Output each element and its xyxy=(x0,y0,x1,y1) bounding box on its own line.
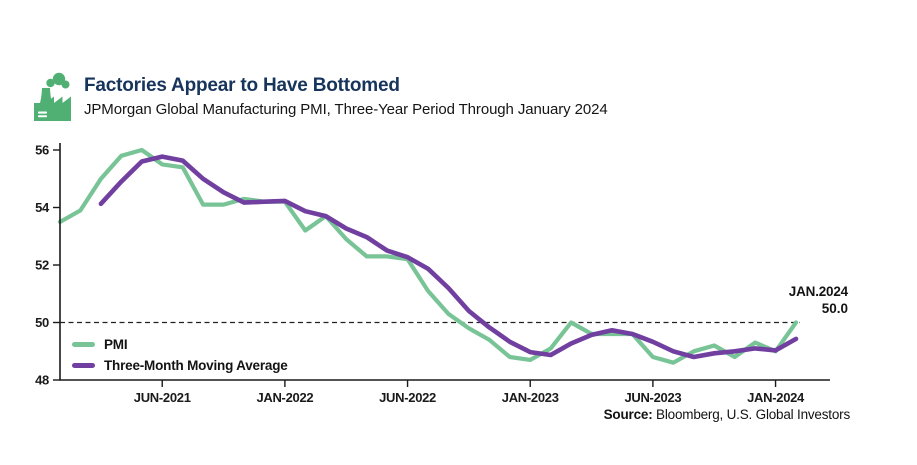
x-tick-label: JUN-2022 xyxy=(379,390,436,405)
x-tick-label: JAN-2022 xyxy=(256,390,313,405)
x-tick-label: JAN-2024 xyxy=(747,390,805,405)
chart-legend: PMI Three-Month Moving Average xyxy=(72,334,288,376)
pmi-line-swatch xyxy=(72,342,95,347)
legend-label-pmi: PMI xyxy=(104,337,128,352)
x-tick-label: JUN-2023 xyxy=(624,390,681,405)
y-tick-label: 56 xyxy=(35,143,49,158)
legend-label-moving-average: Three-Month Moving Average xyxy=(104,358,288,373)
y-tick-label: 54 xyxy=(35,200,50,215)
source-text: Bloomberg, U.S. Global Investors xyxy=(652,407,850,422)
chart-subtitle: JPMorgan Global Manufacturing PMI, Three… xyxy=(84,100,608,118)
annotation-date: JAN.2024 xyxy=(788,284,848,299)
annotation-value: 50.0 xyxy=(821,300,848,316)
y-tick-label: 48 xyxy=(35,373,49,388)
source-note: Source: Bloomberg, U.S. Global Investors xyxy=(603,407,851,422)
x-tick-label: JAN-2023 xyxy=(502,390,559,405)
last-point-annotation: JAN.2024 50.0 xyxy=(789,284,848,318)
chart-header: Factories Appear to Have Bottomed JPMorg… xyxy=(84,74,608,118)
moving-average-line-swatch xyxy=(72,363,95,368)
x-tick-label: JUN-2021 xyxy=(134,390,191,405)
legend-item-pmi: PMI xyxy=(72,334,288,355)
y-tick-label: 52 xyxy=(35,258,49,273)
chart-title: Factories Appear to Have Bottomed xyxy=(84,75,400,96)
legend-item-moving-average: Three-Month Moving Average xyxy=(72,355,288,376)
source-label: Source: xyxy=(603,407,653,422)
pmi-line xyxy=(57,147,799,365)
y-tick-label: 50 xyxy=(35,315,49,330)
moving-average-line xyxy=(98,154,799,360)
factory-icon xyxy=(34,72,71,121)
